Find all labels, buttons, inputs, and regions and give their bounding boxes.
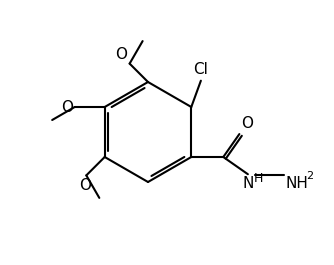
Text: Cl: Cl — [193, 62, 208, 77]
Text: O: O — [241, 116, 254, 131]
Text: 2: 2 — [306, 171, 313, 181]
Text: NH: NH — [286, 176, 309, 191]
Text: O: O — [116, 47, 128, 62]
Text: N: N — [242, 176, 254, 191]
Text: O: O — [79, 178, 91, 193]
Text: H: H — [254, 172, 263, 185]
Text: O: O — [61, 99, 73, 114]
